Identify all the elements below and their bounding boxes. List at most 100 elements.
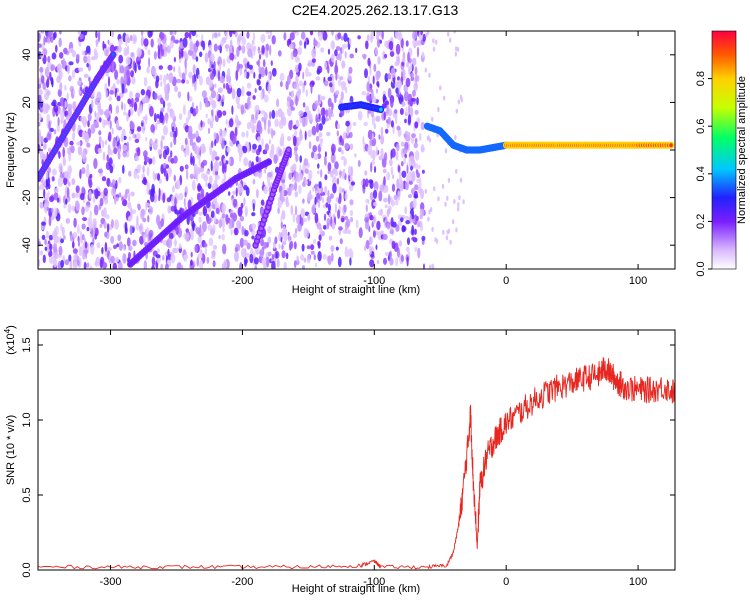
heatmap-noise-cell xyxy=(118,241,124,251)
bottom-x-ticks: -300 -200 -100 0 100 xyxy=(100,330,647,588)
heatmap-noise-cell xyxy=(173,239,178,246)
heatmap-noise-cell xyxy=(248,64,253,70)
heatmap-noise-cell xyxy=(195,130,199,138)
heatmap-noise-cell xyxy=(120,133,125,143)
heatmap-noise-cell xyxy=(383,176,386,187)
heatmap-noise-cell xyxy=(43,35,46,46)
heatmap-noise-cell xyxy=(389,51,395,57)
heatmap-noise-cell xyxy=(142,165,145,174)
heatmap-noise-cell xyxy=(93,189,96,195)
heatmap-noise-cell xyxy=(212,250,216,258)
heatmap-noise-cell xyxy=(45,171,49,180)
heatmap-noise-cell xyxy=(60,223,63,232)
heatmap-noise-cell xyxy=(140,209,145,220)
heatmap-noise-cell xyxy=(97,147,103,154)
heatmap-noise-cell xyxy=(412,39,417,47)
heatmap-noise-cell xyxy=(68,254,72,262)
heatmap-noise-cell xyxy=(233,227,239,236)
heatmap-noise-cell xyxy=(75,192,79,199)
heatmap-noise-cell xyxy=(412,198,417,210)
heatmap-noise-cell xyxy=(143,177,147,181)
heatmap-noise-cell xyxy=(179,165,184,172)
heatmap-noise-cell xyxy=(327,65,330,74)
heatmap-noise-cell xyxy=(275,110,278,118)
heatmap-noise-cell xyxy=(457,99,460,105)
heatmap-noise-cell xyxy=(215,156,220,161)
heatmap-noise-cell xyxy=(173,56,176,63)
heatmap-noise-cell xyxy=(317,198,321,209)
heatmap-noise-cell xyxy=(93,204,99,216)
heatmap-noise-cell xyxy=(241,226,245,236)
heatmap-noise-cell xyxy=(130,97,134,108)
heatmap-noise-cell xyxy=(395,115,398,125)
heatmap-noise-cell xyxy=(178,192,184,201)
heatmap-noise-cell xyxy=(103,187,108,196)
heatmap-noise-cell xyxy=(357,160,361,167)
heatmap-noise-cell xyxy=(41,234,46,241)
heatmap-noise-cell xyxy=(158,194,161,202)
heatmap-noise-cell xyxy=(85,168,90,178)
heatmap-noise-cell xyxy=(240,104,245,115)
heatmap-noise-cell xyxy=(137,126,142,132)
heatmap-noise-cell xyxy=(109,120,112,130)
x-tick-label: -300 xyxy=(100,576,122,588)
heatmap-noise-cell xyxy=(401,170,407,178)
heatmap-noise-cell xyxy=(94,97,99,105)
heatmap-noise-cell xyxy=(409,213,412,224)
heatmap-noise-cell xyxy=(42,143,47,150)
heatmap-noise-cell xyxy=(269,31,272,37)
heatmap-noise-cell xyxy=(160,81,163,87)
heatmap-noise-cell xyxy=(232,31,236,35)
heatmap-noise-cell xyxy=(395,257,398,267)
heatmap-noise-cell xyxy=(371,159,375,166)
heatmap-noise-cell xyxy=(110,255,115,264)
heatmap-noise-cell xyxy=(59,82,63,91)
heatmap-noise-cell xyxy=(376,220,381,231)
heatmap-noise-cell xyxy=(396,93,402,98)
heatmap-noise-cell xyxy=(247,48,253,58)
heatmap-noise-cell xyxy=(185,117,189,124)
top-x-axis-label: Height of straight line (km) xyxy=(292,284,420,296)
heatmap-noise-cell xyxy=(121,101,124,111)
heatmap-noise-cell xyxy=(103,221,107,229)
heatmap-noise-cell xyxy=(403,156,406,165)
heatmap-noise-cell xyxy=(124,226,128,234)
heatmap-noise-cell xyxy=(169,131,174,138)
heatmap-noise-cell xyxy=(330,143,336,154)
heatmap-noise-cell xyxy=(310,83,313,94)
heatmap-noise-cell xyxy=(126,112,129,122)
heatmap-noise-cell xyxy=(337,197,342,205)
heatmap-noise-cell xyxy=(86,55,91,65)
heatmap-noise-cell xyxy=(76,141,81,146)
heatmap-noise-cell xyxy=(324,151,327,158)
heatmap-noise-cell xyxy=(59,70,63,79)
heatmap-noise-cell xyxy=(441,183,445,189)
heatmap-noise-cell xyxy=(281,240,287,246)
heatmap-noise-cell xyxy=(200,188,205,198)
heatmap-noise-cell xyxy=(422,33,427,42)
heatmap-noise-cell xyxy=(178,113,183,121)
heatmap-noise-cell xyxy=(48,147,52,153)
heatmap-signal-core xyxy=(379,107,383,112)
heatmap-noise-cell xyxy=(364,222,370,230)
heatmap-noise-cell xyxy=(290,205,294,216)
heatmap-noise-cell xyxy=(348,66,353,74)
heatmap-noise-cell xyxy=(411,57,417,66)
heatmap-noise-cell xyxy=(365,204,368,213)
heatmap-noise-cell xyxy=(449,239,452,245)
heatmap-noise-cell xyxy=(72,260,78,269)
heatmap-noise-cell xyxy=(317,163,320,169)
heatmap-noise-cell xyxy=(375,46,378,56)
heatmap-noise-cell xyxy=(184,164,189,170)
heatmap-noise-cell xyxy=(265,51,269,59)
heatmap-noise-cell xyxy=(370,161,373,173)
heatmap-noise-cell xyxy=(221,233,225,241)
heatmap-noise-cell xyxy=(252,118,257,124)
heatmap-noise-cell xyxy=(225,214,229,225)
heatmap-noise-cell xyxy=(421,169,425,174)
heatmap-noise-cell xyxy=(228,191,231,196)
heatmap-noise-cell xyxy=(118,38,123,46)
heatmap-noise-cell xyxy=(147,49,151,56)
heatmap-noise-cell xyxy=(68,61,74,66)
heatmap-noise-cell xyxy=(254,264,257,269)
